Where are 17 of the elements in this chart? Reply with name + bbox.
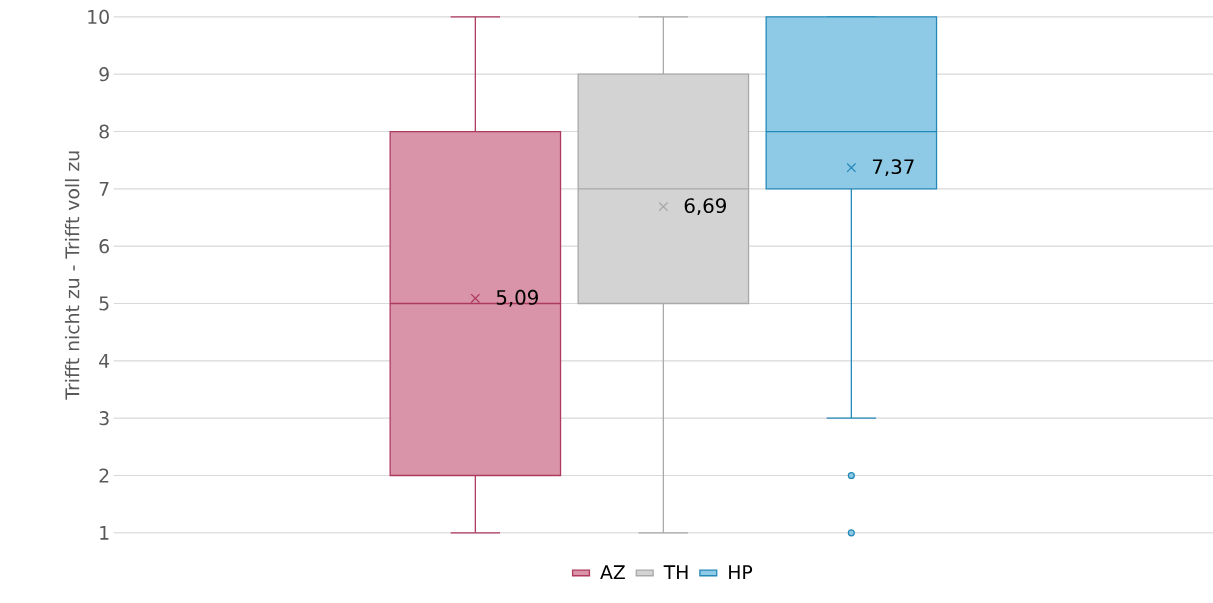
y-tick-label: 1	[100, 525, 109, 540]
y-tick-label: 10	[88, 9, 109, 24]
y-tick-label: 3	[99, 410, 109, 426]
legend-label: HP	[729, 565, 753, 579]
annotation: 6,69	[684, 198, 726, 215]
legend-label: TH	[663, 565, 688, 579]
annotation: 7,37	[872, 159, 914, 176]
legend-label: AZ	[600, 565, 625, 579]
y-tick-label: 8	[99, 124, 109, 139]
y-tick-label: 6	[99, 238, 109, 254]
y-tick-label: 2	[99, 468, 109, 483]
y-axis-title: Trifft nicht zu - Trifft voll zu	[64, 151, 80, 400]
y-tick-label: 9	[99, 66, 109, 82]
y-tick-label: 5	[99, 296, 109, 311]
y-tick-label: 7	[99, 181, 109, 196]
annotation: 5,09	[496, 289, 538, 307]
y-tick-label: 4	[99, 353, 110, 368]
